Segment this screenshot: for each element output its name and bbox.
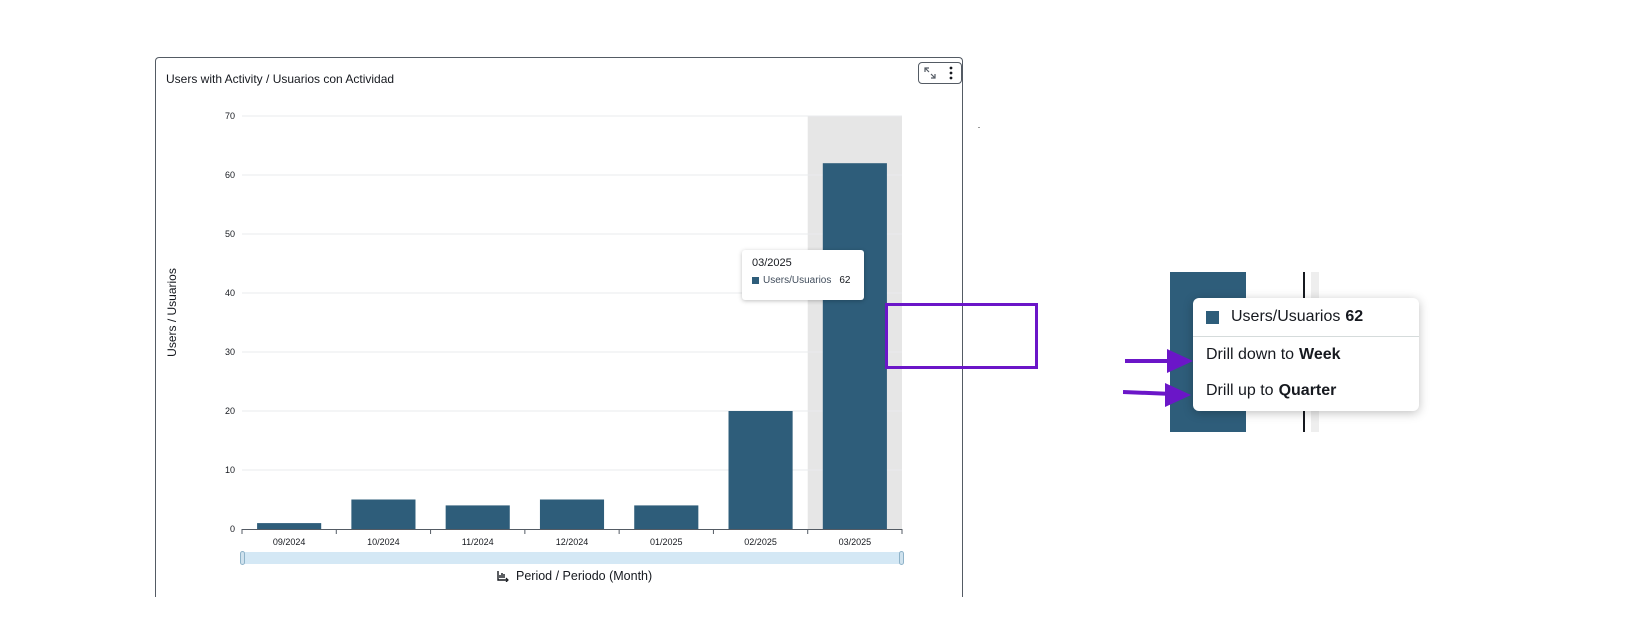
bar[interactable] [257,523,322,529]
x-axis-field-label[interactable]: Period / Periodo (Month) [496,569,652,583]
tooltip-period: 03/2025 [752,257,792,269]
drill-up-label: Drill up to [1206,382,1274,399]
more-options-icon[interactable] [943,65,959,81]
card-toolbar [918,62,962,84]
scrollbar-left-handle[interactable] [240,551,245,565]
x-tick-label: 02/2025 [744,537,777,547]
field-sort-icon [497,571,509,582]
x-tick-label: 09/2024 [273,537,306,547]
bar[interactable] [539,499,605,530]
bar[interactable] [445,505,510,529]
annotation-highlight-box [885,303,1038,369]
drill-up-menu-item[interactable]: Drill up to Quarter [1193,373,1419,409]
bar[interactable] [728,411,793,529]
stray-dot [978,127,980,128]
x-axis-scrollbar[interactable] [240,551,904,565]
y-tick-label: 60 [225,170,235,180]
y-axis-title: Users / Usuarios [165,268,179,357]
y-tick-label: 70 [225,111,235,121]
x-tick-label: 11/2024 [462,537,494,547]
x-axis-title: Period / Periodo (Month) [516,569,653,583]
x-tick-label: 12/2024 [556,537,589,547]
annotation-arrow-down [1125,349,1193,373]
menu-series-value: 62 [1345,308,1364,325]
bar[interactable] [822,163,887,529]
x-tick-label: 10/2024 [367,537,400,547]
y-tick-label: 10 [225,465,235,475]
series-swatch [1206,310,1219,324]
drill-context-menu: Users/Usuarios 62 Drill down to Week Dri… [1193,298,1419,411]
series-swatch [752,277,759,284]
x-tick-label: 03/2025 [839,537,872,547]
drill-up-target: Quarter [1278,382,1337,399]
bar[interactable] [351,499,416,530]
y-tick-label: 30 [225,347,235,357]
menu-series-label: Users/Usuarios [1231,308,1341,325]
bar-chart[interactable]: 0 10 20 30 40 50 60 70 09/2024 10/2024 11/2024 12/2… [156,58,962,598]
expand-icon[interactable] [922,65,938,81]
y-tick-label: 20 [225,406,235,416]
x-tick-label: 01/2025 [650,537,683,547]
y-tick-label: 40 [225,288,235,298]
drill-down-menu-item[interactable]: Drill down to Week [1193,337,1419,373]
drill-down-target: Week [1299,346,1341,363]
chart-title: Users with Activity / Usuarios con Activ… [166,72,395,86]
annotation-arrow-up [1123,383,1191,407]
scrollbar-right-handle[interactable] [899,551,904,565]
drill-down-label: Drill down to [1206,346,1295,363]
bar-tooltip: 03/2025 Users/Usuarios 62 [742,250,864,300]
bar[interactable] [634,505,699,529]
y-tick-label: 50 [225,229,235,239]
y-tick-label: 0 [230,524,235,534]
menu-header: Users/Usuarios 62 [1193,298,1419,337]
tooltip-value: 62 [839,275,851,286]
chart-card: 0 10 20 30 40 50 60 70 09/2024 10/2024 11/2024 12/2… [155,57,963,597]
tooltip-series-label: Users/Usuarios [763,275,832,286]
